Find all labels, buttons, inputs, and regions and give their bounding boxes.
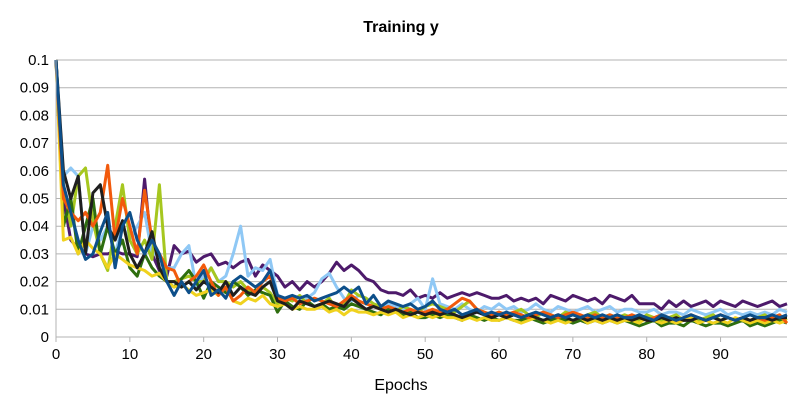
x-tick-label: 40 xyxy=(343,346,360,363)
y-axis-ticks: 0 0.01 0.02 0.03 0.04 0.05 0.06 0.07 0.08 0.09 0.1 xyxy=(20,52,49,346)
x-tick-label: 20 xyxy=(195,346,212,363)
x-tick-label: 50 xyxy=(417,346,434,363)
y-tick-label: 0.09 xyxy=(20,80,49,97)
series-line-5 xyxy=(54,59,788,325)
series-lines xyxy=(54,59,789,328)
y-tick-label: 0.07 xyxy=(20,135,49,152)
series-line-8 xyxy=(54,59,788,322)
chart-title: Training y xyxy=(363,19,439,36)
y-tick-label: 0.02 xyxy=(20,274,49,291)
y-tick-label: 0.03 xyxy=(20,246,49,263)
y-tick-label: 0 xyxy=(41,329,49,346)
y-tick-label: 0.05 xyxy=(20,191,49,208)
series-line-4 xyxy=(54,59,788,328)
y-tick-label: 0.06 xyxy=(20,163,49,180)
y-tick-label: 0.1 xyxy=(28,52,49,69)
series-line-2 xyxy=(54,59,788,317)
series-line-1 xyxy=(54,59,788,311)
y-tick-label: 0.04 xyxy=(20,218,49,235)
y-tick-label: 0.01 xyxy=(20,301,49,318)
y-tick-label: 0.08 xyxy=(20,107,49,124)
x-axis-label: Epochs xyxy=(374,377,427,394)
series-line-7 xyxy=(54,59,787,322)
x-tick-label: 0 xyxy=(52,346,60,363)
x-tick-label: 80 xyxy=(638,346,655,363)
x-tick-label: 70 xyxy=(565,346,582,363)
x-tick-label: 30 xyxy=(269,346,286,363)
x-axis-ticks: 0 10 20 30 40 50 60 70 80 90 xyxy=(52,337,729,363)
x-tick-label: 10 xyxy=(121,346,138,363)
x-tick-label: 60 xyxy=(491,346,508,363)
x-tick-label: 90 xyxy=(712,346,729,363)
series-line-6 xyxy=(54,59,789,325)
